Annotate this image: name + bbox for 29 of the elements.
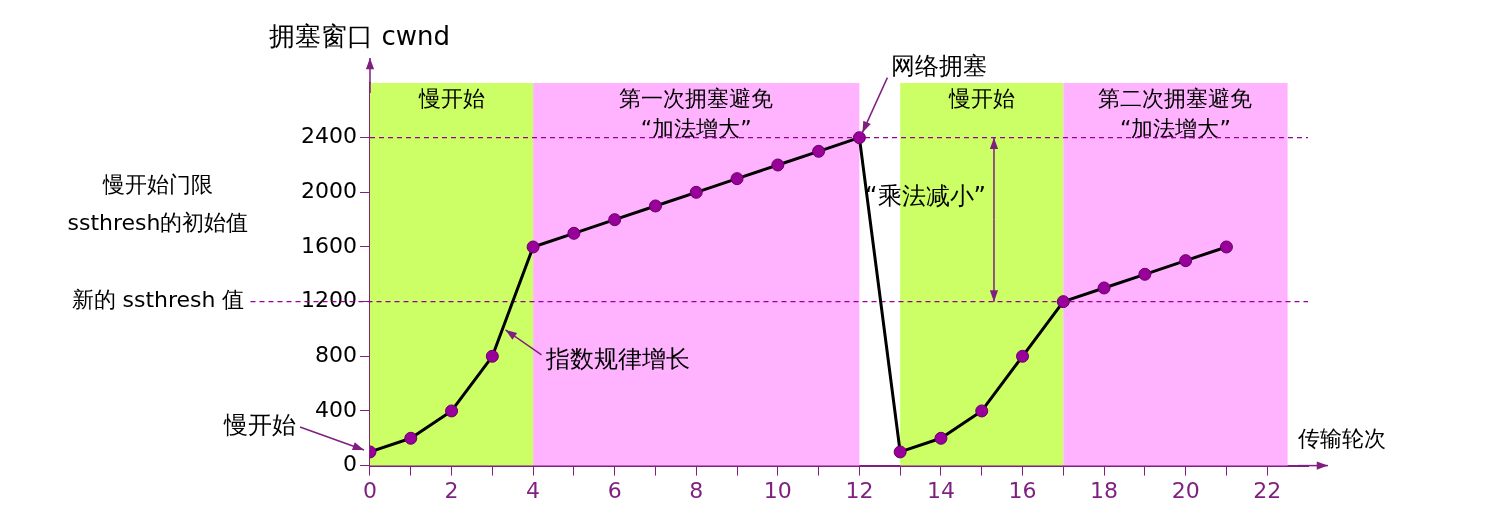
y-tick-label: 1200 (300, 287, 357, 313)
x-tick-label: 6 (607, 477, 622, 503)
band-label: 慢开始 (417, 85, 485, 111)
x-tick-label: 2 (444, 477, 459, 503)
band-label: 第一次拥塞避免 “加法增大” (619, 85, 774, 141)
annotation: 指数规律增长 (544, 345, 690, 374)
y-tick-label: 0 (342, 451, 357, 477)
x-tick-label: 4 (526, 477, 541, 503)
x-tick-label: 20 (1171, 477, 1200, 503)
x-tick-label: 8 (689, 477, 704, 503)
x-tick-label: 12 (845, 477, 874, 503)
y-tick-label: 1600 (300, 232, 357, 258)
annotation: 网络拥塞 (891, 51, 988, 80)
band-label: 慢开始 (947, 85, 1015, 111)
annotation: 慢开始 (222, 411, 296, 440)
y-tick-label: 800 (314, 342, 357, 367)
x-tick-label: 14 (926, 477, 955, 503)
x-axis-title: 传输轮次 (1298, 426, 1386, 452)
text: 慢开始门限 ssthresh的初始值 (67, 172, 249, 236)
y-tick-label: 2000 (300, 178, 357, 204)
x-tick-label: 0 (362, 477, 377, 503)
x-tick-label: 22 (1253, 477, 1282, 503)
x-tick-label: 10 (763, 477, 792, 503)
x-tick-label: 18 (1090, 477, 1119, 503)
y-tick-label: 2400 (300, 123, 357, 149)
y-axis-title: 拥塞窗口 cwnd (269, 20, 450, 51)
ref-line-label: 新的 ssthresh 值 (71, 287, 245, 313)
x-tick-label: 16 (1008, 477, 1037, 503)
y-tick-label: 400 (314, 396, 357, 422)
